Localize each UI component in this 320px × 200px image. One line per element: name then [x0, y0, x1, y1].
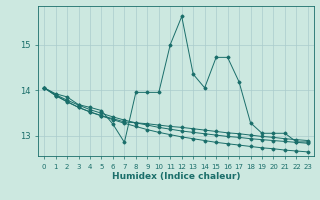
X-axis label: Humidex (Indice chaleur): Humidex (Indice chaleur) — [112, 172, 240, 181]
